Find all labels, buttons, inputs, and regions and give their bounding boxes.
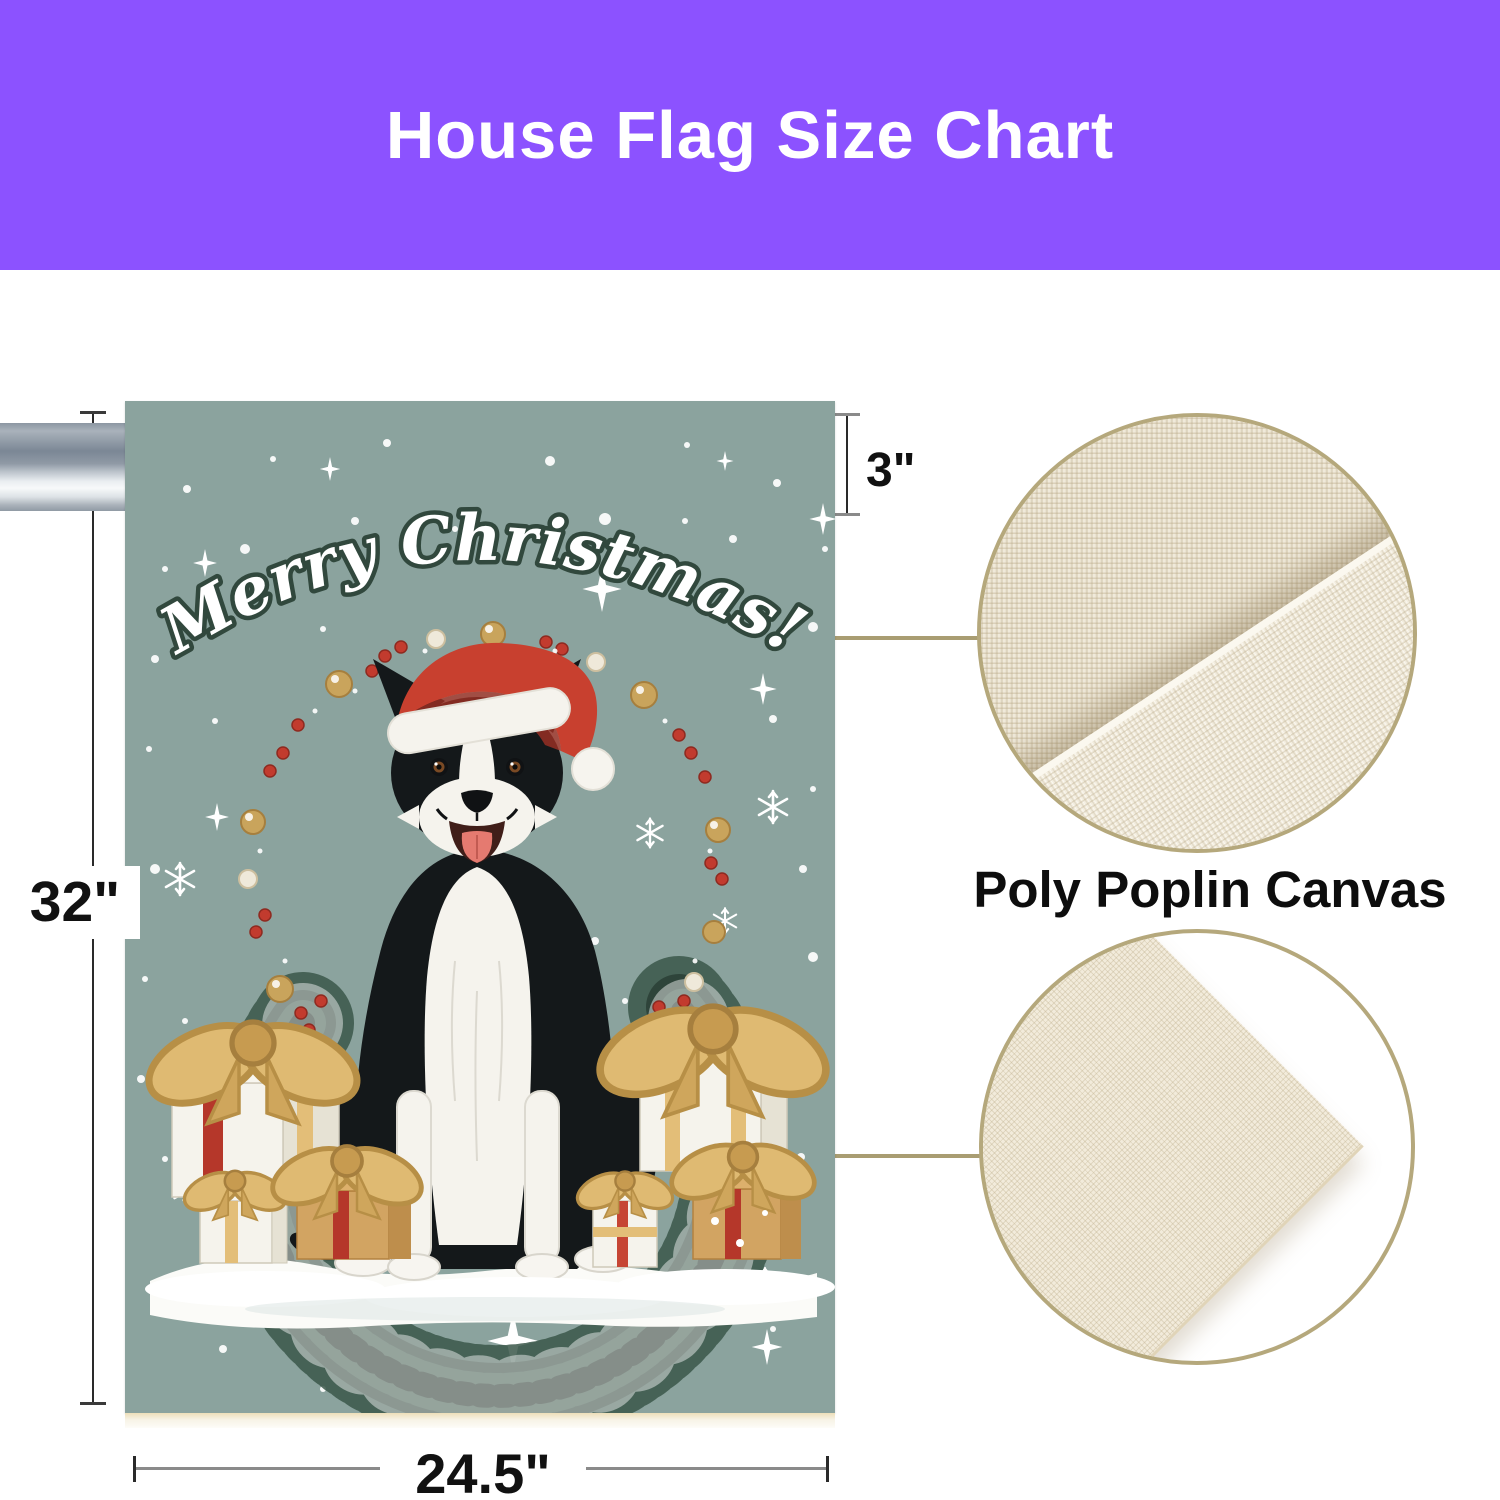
gift-boxes-right [570,993,835,1268]
dog-eyes [430,758,524,776]
title-banner: House Flag Size Chart [0,0,1500,270]
connector-line-top [835,636,979,640]
sleeve-dimension-top-tick [834,413,860,416]
snow-dots [137,439,828,1394]
page-title: House Flag Size Chart [385,97,1115,173]
flag-bottom-hem [125,1413,835,1428]
width-dimension-left-tick [133,1456,136,1482]
fabric-swatch-top [977,413,1417,853]
fabric-swatch-bottom [979,929,1415,1365]
snow-drifts [145,1269,835,1321]
flag-pole [0,423,130,511]
flag-artwork: Merry Christmas! [125,401,835,1413]
fabric-sheet-corner [983,933,1364,1361]
sleeve-dimension-label: 3" [866,444,916,497]
width-dimension-label: 24.5" [380,1440,586,1500]
gift-boxes-left [137,1010,430,1264]
dog-illustration [289,642,657,1281]
flag-preview: Merry Christmas! [125,401,835,1413]
sleeve-dimension-line [846,414,848,515]
height-dimension-top-tick [80,411,106,414]
material-label: Poly Poplin Canvas [973,861,1447,918]
height-dimension-label: 32" [10,866,140,939]
sleeve-dimension-bottom-tick [834,513,860,516]
connector-line-bottom [835,1154,981,1158]
santa-hat [387,642,615,791]
width-dimension-right-tick [826,1456,829,1482]
height-dimension-bottom-tick [80,1402,106,1405]
